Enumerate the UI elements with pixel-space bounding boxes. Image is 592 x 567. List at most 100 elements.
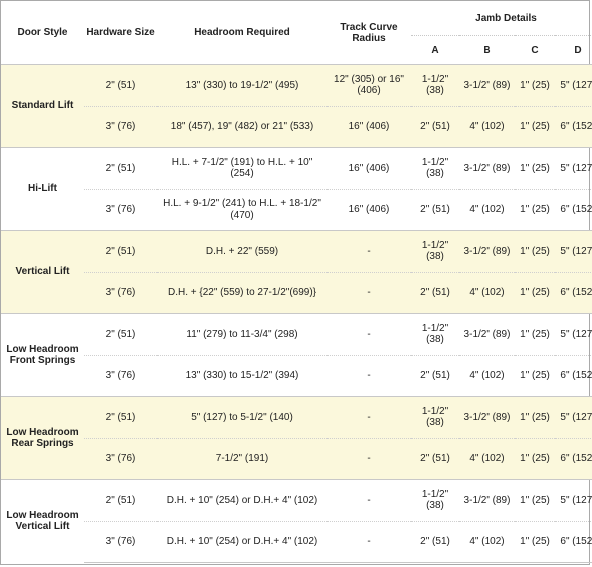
door-style-cell: Low Headroom Rear Springs [1, 396, 84, 480]
table-row: 3" (76) D.H. + {22" (559) to 27-1/2"(699)… [1, 271, 592, 314]
hardware-size-cell: 3" (76) [84, 520, 157, 563]
jamb-d-cell: 5" (127) [555, 230, 592, 272]
track-radius-cell: - [327, 437, 411, 480]
table-row: 3" (76) 13" (330) to 15-1/2" (394) -2" (51… [1, 354, 592, 397]
headroom-cell: 18" (457), 19" (482) or 21" (533) [157, 105, 327, 148]
track-radius-cell: - [327, 313, 411, 355]
table-row: Low Headroom Front Springs 2" (51) 11" (27… [1, 313, 592, 397]
hardware-size-cell: 2" (51) [84, 396, 157, 438]
jamb-a-cell: 2" (51) [411, 437, 459, 480]
jamb-a-cell: 1-1/2" (38) [411, 313, 459, 355]
table-row: 3" (76) H.L. + 9-1/2" (241) to H.L. + 18-… [1, 188, 592, 231]
hardware-size-cell: 2" (51) [84, 147, 157, 189]
jamb-d-cell: 6" (152) [555, 271, 592, 314]
door-style-cell: Vertical Lift [1, 230, 84, 314]
jamb-a-cell: 2" (51) [411, 105, 459, 148]
track-radius-cell: - [327, 520, 411, 563]
jamb-b-cell: 3-1/2" (89) [459, 396, 515, 438]
headroom-cell: D.H. + {22" (559) to 27-1/2"(699)} [157, 271, 327, 314]
track-radius-cell: 12" (305) or 16" (406) [327, 64, 411, 106]
jamb-c-cell: 1" (25) [515, 520, 555, 563]
jamb-a-cell: 2" (51) [411, 271, 459, 314]
track-radius-cell: - [327, 396, 411, 438]
track-radius-cell: 16" (406) [327, 147, 411, 189]
jamb-b-cell: 4" (102) [459, 188, 515, 231]
jamb-a-cell: 1-1/2" (38) [411, 479, 459, 521]
jamb-b-cell: 4" (102) [459, 437, 515, 480]
table-row: Standard Lift 2" (51) 13" (330) to 19-1/2"… [1, 64, 592, 148]
jamb-b-cell: 4" (102) [459, 271, 515, 314]
hardware-size-cell: 3" (76) [84, 354, 157, 397]
headroom-cell: 5" (127) to 5-1/2" (140) [157, 396, 327, 438]
jamb-c-cell: 1" (25) [515, 313, 555, 355]
jamb-b-cell: 3-1/2" (89) [459, 479, 515, 521]
header-jamb-details: Jamb Details [411, 1, 592, 36]
table-row: Hi-Lift 2" (51) H.L. + 7-1/2" (191) to H.L… [1, 147, 592, 231]
header-track-curve-radius: Track Curve Radius [340, 21, 398, 44]
door-style-cell: Low Headroom Front Springs [1, 313, 84, 397]
track-radius-cell: 16" (406) [327, 105, 411, 148]
track-radius-cell: - [327, 354, 411, 397]
jamb-d-cell: 6" (152) [555, 520, 592, 563]
jamb-c-cell: 1" (25) [515, 354, 555, 397]
hardware-size-cell: 3" (76) [84, 437, 157, 480]
hardware-size-cell: 2" (51) [84, 64, 157, 106]
table-row: Low Headroom Vertical Lift 2" (51) D.H. + … [1, 479, 592, 563]
jamb-d-cell: 5" (127) [555, 479, 592, 521]
table-row: Vertical Lift 2" (51) D.H. + 22" (559) -1-1… [1, 230, 592, 314]
hardware-size-cell: 2" (51) [84, 479, 157, 521]
hardware-size-cell: 3" (76) [84, 105, 157, 148]
header-jamb-c: C [531, 44, 539, 56]
jamb-b-cell: 3-1/2" (89) [459, 230, 515, 272]
door-style-cell: Standard Lift [1, 64, 84, 148]
jamb-d-cell: 6" (152) [555, 354, 592, 397]
jamb-c-cell: 1" (25) [515, 271, 555, 314]
hardware-size-cell: 3" (76) [84, 271, 157, 314]
jamb-d-cell: 5" (127) [555, 147, 592, 189]
jamb-c-cell: 1" (25) [515, 188, 555, 231]
jamb-c-cell: 1" (25) [515, 230, 555, 272]
header-jamb-d: D [574, 44, 582, 56]
jamb-c-cell: 1" (25) [515, 147, 555, 189]
jamb-b-cell: 4" (102) [459, 354, 515, 397]
track-radius-cell: - [327, 479, 411, 521]
headroom-cell: H.L. + 9-1/2" (241) to H.L. + 18-1/2" (4… [157, 188, 327, 231]
jamb-d-cell: 6" (152) [555, 188, 592, 231]
headroom-cell: D.H. + 10" (254) or D.H.+ 4" (102) [157, 520, 327, 563]
jamb-a-cell: 1-1/2" (38) [411, 230, 459, 272]
hardware-size-cell: 2" (51) [84, 313, 157, 355]
door-style-cell: Hi-Lift [1, 147, 84, 231]
table-row: Low Headroom Rear Springs 2" (51) 5" (127)… [1, 396, 592, 480]
jamb-c-cell: 1" (25) [515, 437, 555, 480]
track-radius-cell: 16" (406) [327, 188, 411, 231]
jamb-d-cell: 6" (152) [555, 437, 592, 480]
header-hardware-size: Hardware Size [86, 27, 155, 38]
jamb-c-cell: 1" (25) [515, 396, 555, 438]
table-row: 3" (76) 18" (457), 19" (482) or 21" (533)… [1, 105, 592, 148]
track-radius-cell: - [327, 230, 411, 272]
jamb-c-cell: 1" (25) [515, 64, 555, 106]
jamb-c-cell: 1" (25) [515, 105, 555, 148]
jamb-b-cell: 3-1/2" (89) [459, 313, 515, 355]
jamb-a-cell: 2" (51) [411, 188, 459, 231]
headroom-cell: H.L. + 7-1/2" (191) to H.L. + 10" (254) [157, 147, 327, 189]
headroom-cell: 13" (330) to 19-1/2" (495) [157, 64, 327, 106]
jamb-d-cell: 5" (127) [555, 313, 592, 355]
header-door-style: Door Style [17, 27, 68, 38]
headroom-cell: 11" (279) to 11-3/4" (298) [157, 313, 327, 355]
table-body: Standard Lift 2" (51) 13" (330) to 19-1/2"… [1, 64, 592, 563]
jamb-a-cell: 2" (51) [411, 354, 459, 397]
jamb-d-cell: 5" (127) [555, 396, 592, 438]
door-style-cell: Low Headroom Vertical Lift [1, 479, 84, 563]
hardware-size-cell: 3" (76) [84, 188, 157, 231]
header-jamb-a: A [431, 44, 439, 56]
headroom-cell: D.H. + 22" (559) [157, 230, 327, 272]
table-row: 3" (76) D.H. + 10" (254) or D.H.+ 4" (102… [1, 520, 592, 563]
track-radius-cell: - [327, 271, 411, 314]
jamb-b-cell: 4" (102) [459, 105, 515, 148]
jamb-c-cell: 1" (25) [515, 479, 555, 521]
jamb-b-cell: 3-1/2" (89) [459, 147, 515, 189]
jamb-d-cell: 5" (127) [555, 64, 592, 106]
headroom-cell: D.H. + 10" (254) or D.H.+ 4" (102) [157, 479, 327, 521]
